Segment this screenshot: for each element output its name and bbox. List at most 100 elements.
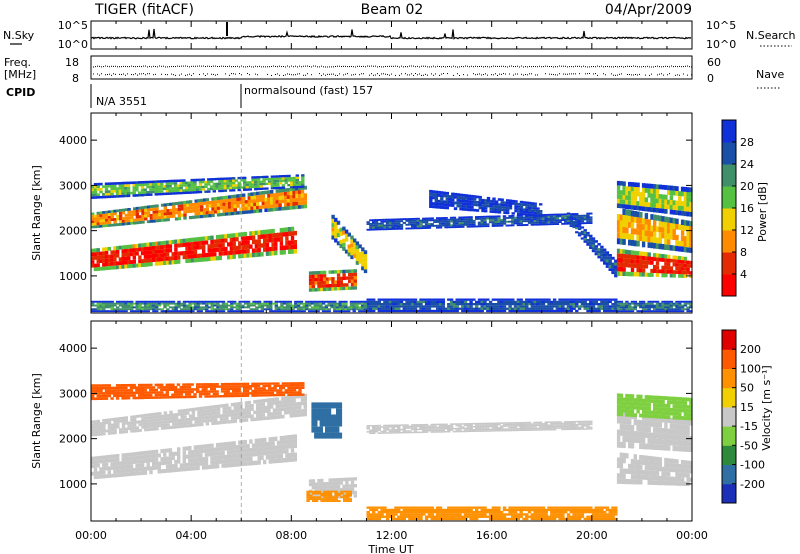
heatmap-cell — [484, 204, 488, 208]
heatmap-cell — [121, 304, 125, 307]
heatmap-cell — [180, 424, 184, 428]
heatmap-cell — [667, 258, 671, 263]
heatmap-cell — [530, 216, 534, 219]
heatmap-cell — [243, 236, 247, 241]
heatmap-cell — [172, 425, 176, 429]
heatmap-cell — [508, 298, 512, 301]
heatmap-cell — [144, 413, 148, 417]
heatmap-cell — [397, 298, 401, 301]
heatmap-cell — [441, 220, 445, 223]
heatmap-cell — [216, 209, 221, 214]
heatmap-cell — [229, 237, 234, 242]
heatmap-cell — [183, 216, 187, 220]
heatmap-cell — [667, 262, 671, 267]
heatmap-cell — [614, 300, 618, 304]
heatmap-cell — [416, 227, 420, 230]
heatmap-cell — [243, 444, 247, 449]
freq-dot — [591, 66, 592, 68]
heatmap-cell — [250, 202, 254, 207]
heatmap-cell — [544, 300, 548, 304]
heatmap-cell — [233, 416, 237, 420]
heatmap-cell — [566, 298, 571, 301]
nave-dot — [305, 74, 306, 76]
heatmap-cell — [216, 300, 220, 303]
heatmap-cell — [245, 186, 250, 189]
cpid-panel: CPID N/A 3551 normalsound (fast) 157 — [6, 84, 373, 108]
heatmap-cell — [204, 465, 209, 470]
heatmap-cell — [251, 181, 255, 184]
heatmap-cell — [405, 298, 409, 301]
heatmap-cell — [672, 310, 676, 313]
heatmap-cell — [157, 302, 162, 305]
heatmap-cell — [276, 182, 280, 185]
heatmap-cell — [254, 183, 258, 186]
heatmap-cell — [177, 300, 181, 303]
heatmap-cell — [449, 220, 454, 223]
heatmap-cell — [619, 310, 624, 313]
heatmap-cell — [480, 298, 484, 301]
heatmap-cell — [183, 207, 187, 211]
heatmap-cell — [244, 300, 248, 303]
heatmap-cell — [185, 310, 189, 313]
heatmap-cell — [672, 185, 676, 191]
heatmap-cell — [422, 309, 426, 313]
nave-dot — [139, 73, 140, 75]
heatmap-cell — [295, 205, 299, 210]
heatmap-cell — [220, 182, 225, 185]
heatmap-cell — [200, 205, 204, 209]
heatmap-cell — [228, 205, 232, 209]
heatmap-cell — [182, 181, 186, 185]
heatmap-cell — [438, 222, 443, 225]
heatmap-cell — [182, 446, 186, 451]
freq-dot — [157, 66, 158, 68]
heatmap-cell — [241, 304, 245, 307]
heatmap-cell — [141, 302, 145, 305]
nave-dot — [559, 73, 560, 75]
heatmap-cell — [257, 442, 261, 448]
heatmap-cell — [544, 223, 548, 226]
freq-dot — [437, 65, 438, 67]
heatmap-cell — [155, 412, 159, 416]
heatmap-cell — [363, 310, 368, 313]
heatmap-cell — [586, 218, 590, 221]
heatmap-cell — [96, 259, 100, 264]
heatmap-cell — [138, 302, 142, 305]
heatmap-cell — [202, 300, 206, 303]
heatmap-cell — [273, 175, 277, 178]
heatmap-cell — [448, 198, 452, 201]
heatmap-cell — [321, 310, 326, 313]
heatmap-cell — [514, 207, 518, 210]
heatmap-cell — [441, 300, 445, 304]
heatmap-cell — [644, 272, 649, 277]
heatmap-cell — [185, 462, 189, 467]
freq-dot — [583, 65, 584, 67]
nsky-line — [90, 28, 692, 40]
heatmap-cell — [118, 245, 123, 250]
nave-dot — [467, 74, 468, 76]
heatmap-cell — [236, 197, 240, 201]
heatmap-cell — [683, 274, 688, 278]
freq-dot — [537, 66, 538, 68]
heatmap-cell — [433, 309, 437, 313]
nave-dot — [105, 74, 106, 76]
heatmap-cell — [198, 190, 203, 194]
heatmap-cell — [505, 300, 509, 304]
heatmap-cell — [316, 300, 320, 303]
heatmap-cell — [683, 260, 688, 264]
heatmap-cell — [655, 193, 660, 199]
heatmap-cell — [177, 455, 181, 460]
freq-dot — [505, 66, 506, 68]
heatmap-cell — [616, 232, 621, 239]
heatmap-cell — [416, 300, 420, 304]
heatmap-cell — [324, 304, 329, 307]
heatmap-cell — [303, 193, 307, 198]
heatmap-cell — [196, 304, 201, 307]
heatmap-cell — [399, 220, 404, 223]
freq-dot — [239, 66, 240, 68]
heatmap-cell — [667, 185, 671, 191]
heatmap-cell — [505, 303, 509, 306]
heatmap-cell — [525, 224, 529, 226]
heatmap-cell — [149, 304, 153, 307]
heatmap-cell — [237, 188, 241, 192]
freq-dot — [687, 65, 688, 67]
